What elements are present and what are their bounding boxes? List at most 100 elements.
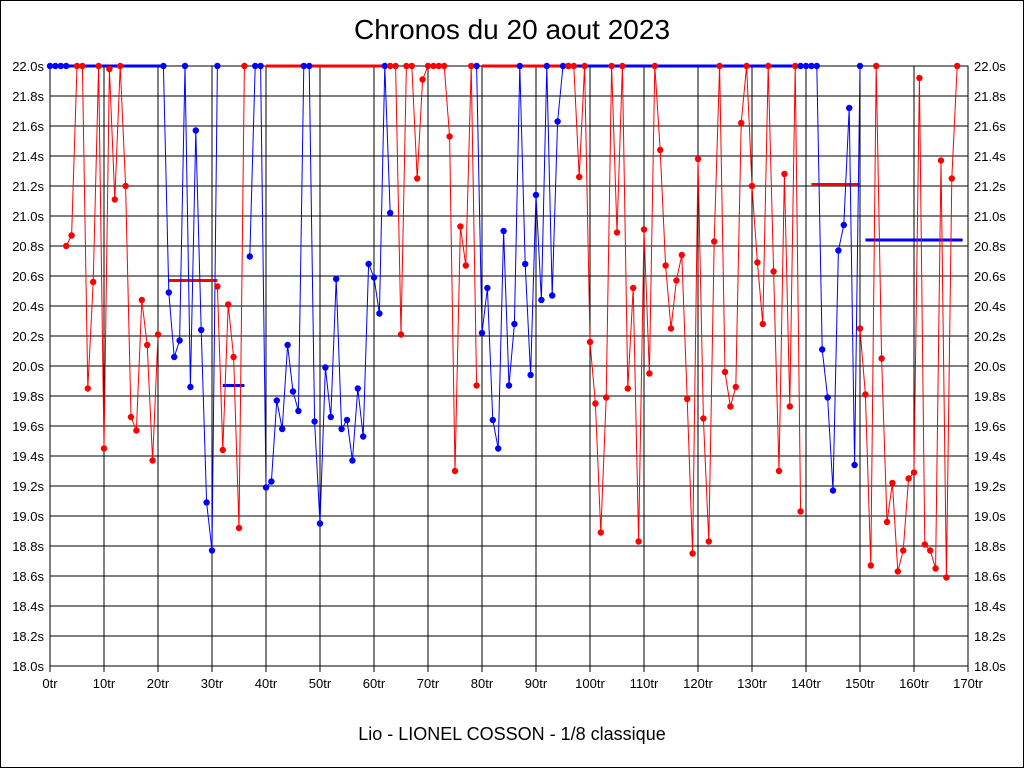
x-tick-label: 60tr: [363, 676, 386, 691]
y-tick-label-right: 21.2s: [974, 179, 1006, 194]
y-tick-label-right: 19.4s: [974, 449, 1006, 464]
data-point-blue-4: [522, 260, 529, 268]
data-point-blue-2: [160, 62, 167, 70]
data-point-red-4: [770, 268, 777, 275]
y-tick-label-right: 18.6s: [974, 569, 1006, 584]
data-point-red-5: [943, 574, 950, 581]
data-point-blue-3: [279, 425, 286, 433]
y-tick-label-left: 20.2s: [12, 329, 44, 344]
data-point-blue-5: [797, 62, 804, 70]
data-point-red-4: [716, 62, 723, 70]
data-point-blue-3: [338, 425, 345, 433]
series-line-red-2: [216, 65, 245, 529]
data-point-blue-5: [813, 62, 820, 70]
data-point-blue-3: [333, 275, 340, 283]
data-point-red-2: [214, 283, 221, 290]
data-point-blue-3: [381, 62, 388, 70]
data-point-red-1: [90, 278, 97, 286]
y-tick-label-right: 21.0s: [974, 209, 1006, 224]
data-point-red-4: [684, 395, 691, 403]
data-point-blue-1: [62, 62, 70, 70]
x-tick-label: 140tr: [791, 676, 821, 691]
data-point-red-3: [473, 382, 480, 389]
data-point-red-5: [889, 479, 896, 487]
y-tick-label-left: 19.0s: [12, 509, 44, 524]
data-point-red-3: [457, 223, 464, 230]
data-point-red-4: [765, 62, 772, 70]
x-tick-label: 20tr: [147, 676, 170, 691]
x-tick-label: 30tr: [201, 676, 224, 691]
x-tick-label: 40tr: [255, 676, 278, 691]
data-point-blue-2: [181, 62, 189, 70]
data-point-red-4: [754, 259, 761, 266]
series-line-blue-4: [476, 65, 569, 449]
data-point-blue-4: [549, 292, 556, 299]
data-point-red-4: [743, 62, 750, 70]
data-point-red-1: [84, 385, 92, 392]
data-point-blue-3: [349, 457, 356, 464]
y-tick-label-right: 19.6s: [974, 419, 1006, 434]
data-point-red-4: [630, 284, 637, 292]
data-point-blue-5: [824, 394, 831, 401]
data-point-red-1: [117, 62, 124, 70]
data-point-blue-2: [176, 337, 183, 344]
data-point-red-5: [937, 157, 945, 164]
data-point-red-5: [856, 325, 864, 332]
data-point-red-5: [900, 547, 907, 554]
data-point-blue-5: [819, 346, 826, 353]
data-point-red-4: [689, 550, 696, 557]
y-tick-label-left: 18.8s: [12, 539, 44, 554]
data-point-red-3: [419, 76, 426, 83]
data-point-red-1: [106, 65, 113, 73]
data-point-blue-4: [543, 62, 550, 70]
data-point-red-3: [451, 467, 459, 475]
y-tick-label-left: 19.6s: [12, 419, 44, 434]
data-point-red-4: [673, 277, 680, 284]
data-point-red-1: [111, 196, 119, 203]
y-tick-label-left: 20.8s: [12, 239, 44, 254]
data-point-blue-5: [840, 221, 847, 229]
data-point-red-4: [657, 146, 664, 154]
y-tick-label-right: 21.8s: [974, 89, 1006, 104]
data-point-blue-3: [354, 385, 361, 392]
data-point-red-4: [797, 508, 804, 515]
data-point-red-1: [154, 331, 162, 338]
data-point-blue-3: [343, 416, 351, 424]
y-tick-label-left: 20.4s: [12, 299, 44, 314]
x-tick-label: 80tr: [471, 676, 494, 691]
data-point-blue-4: [489, 416, 496, 424]
y-tick-label-left: 19.2s: [12, 479, 44, 494]
y-tick-label-left: 21.2s: [12, 179, 44, 194]
chart-subtitle: Lio - LIONEL COSSON - 1/8 classique: [358, 724, 666, 744]
data-point-red-4: [759, 320, 766, 328]
x-tick-label: 160tr: [899, 676, 929, 691]
x-tick-label: 70tr: [417, 676, 440, 691]
data-point-red-4: [635, 538, 642, 545]
data-point-red-4: [597, 529, 604, 536]
data-point-red-3: [392, 62, 399, 70]
y-tick-label-left: 18.6s: [12, 569, 44, 584]
data-point-blue-5: [808, 62, 815, 70]
data-point-blue-2: [165, 289, 172, 296]
y-tick-label-right: 20.8s: [974, 239, 1006, 254]
data-point-red-3: [414, 175, 421, 182]
data-point-blue-3: [376, 310, 383, 317]
data-point-red-4: [662, 262, 669, 269]
data-point-blue-3: [311, 418, 318, 425]
data-point-red-3: [446, 133, 453, 140]
data-point-red-1: [127, 413, 135, 421]
y-tick-label-right: 19.0s: [974, 509, 1006, 524]
data-point-red-3: [462, 262, 469, 269]
y-tick-label-left: 18.4s: [12, 599, 44, 614]
data-point-red-4: [581, 62, 588, 70]
data-point-red-4: [738, 119, 745, 127]
data-point-red-5: [954, 62, 961, 70]
data-point-blue-4: [527, 371, 534, 379]
data-point-blue-4: [505, 382, 513, 389]
data-point-red-4: [603, 394, 610, 401]
x-tick-label: 100tr: [575, 676, 605, 691]
data-point-red-1: [79, 62, 86, 70]
x-tick-label: 90tr: [525, 676, 548, 691]
y-tick-label-left: 21.6s: [12, 119, 44, 134]
y-tick-label-left: 19.4s: [12, 449, 44, 464]
